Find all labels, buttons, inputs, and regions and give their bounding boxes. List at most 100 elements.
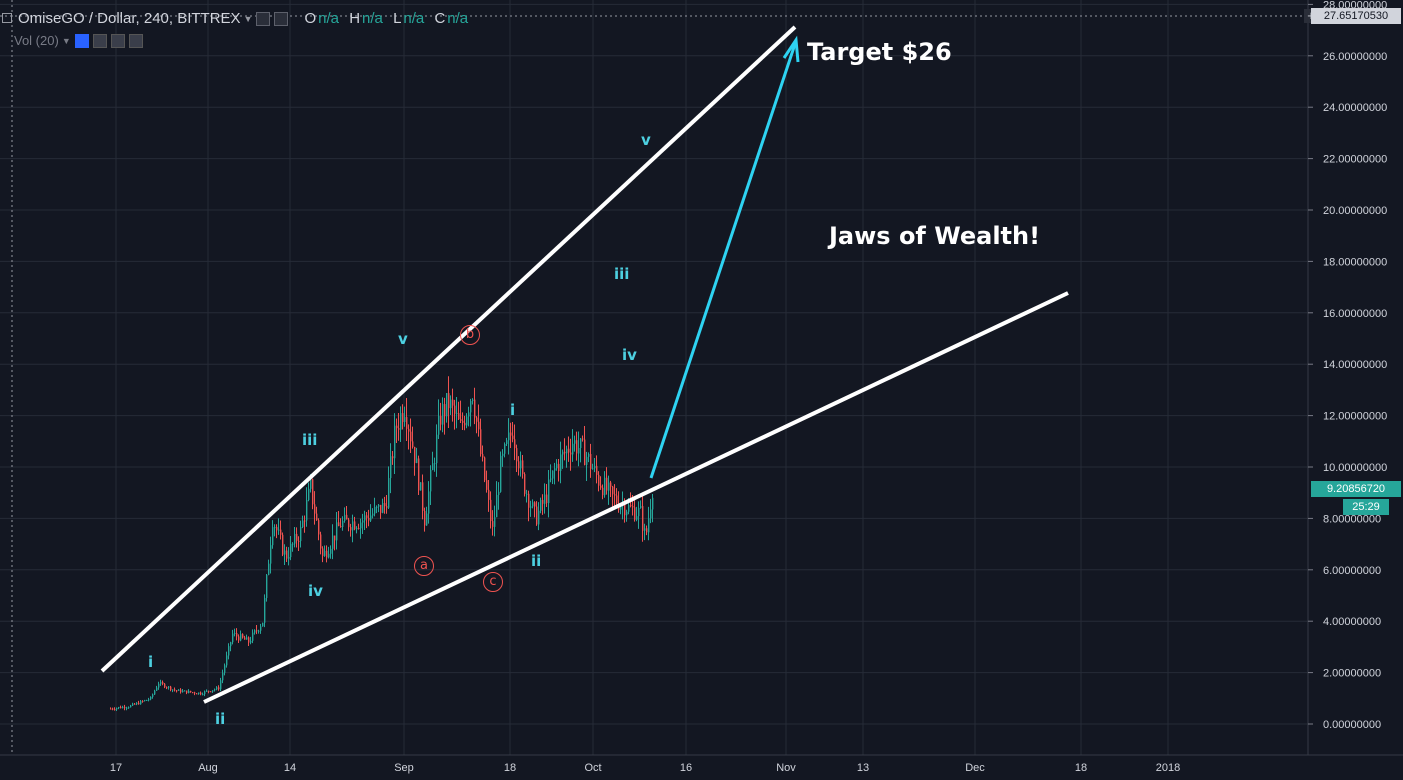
candle-body (238, 636, 240, 641)
candle-body (200, 692, 202, 695)
jaws-annotation[interactable]: Jaws of Wealth! (829, 222, 1041, 250)
close-icon[interactable] (128, 33, 143, 48)
corrective-label[interactable]: b (460, 325, 480, 345)
candle-body (126, 707, 128, 709)
candle-body (390, 456, 392, 479)
time-tick-label: 14 (284, 762, 296, 774)
wave-label[interactable]: iii (302, 431, 318, 449)
candle-body (298, 540, 300, 542)
hide-icon[interactable] (274, 11, 289, 26)
candle-body (450, 399, 452, 409)
time-tick-label: 16 (680, 762, 692, 774)
symbol-title[interactable]: OmiseGO / Dollar, 240, BITTREX (18, 10, 241, 27)
candle-body (286, 550, 288, 559)
candle-body (232, 633, 234, 643)
candle-body (546, 494, 548, 504)
candle-body (496, 494, 498, 518)
candle-body (274, 527, 276, 529)
candle-body (510, 432, 512, 436)
candle-body (208, 690, 210, 692)
candle-body (312, 479, 314, 505)
ohlc-key: L (393, 10, 402, 27)
candle-body (134, 703, 136, 705)
corrective-label[interactable]: c (483, 572, 503, 592)
candle-body (218, 687, 220, 690)
candle-body (396, 425, 398, 429)
candle-body (486, 480, 488, 490)
target-arrow-line (649, 43, 797, 479)
time-tick-label: Nov (776, 762, 796, 774)
time-tick-label: Dec (965, 762, 985, 774)
candle-body (190, 690, 192, 693)
settings-icon[interactable] (92, 33, 107, 48)
candle-body (270, 545, 272, 564)
candle-body (382, 503, 384, 513)
price-tick-label: 16.00000000 (1323, 308, 1387, 320)
candle-body (358, 527, 360, 529)
corrective-label[interactable]: a (414, 556, 434, 576)
candle-body (340, 526, 342, 528)
candle-body (480, 429, 482, 455)
candle-body (170, 686, 172, 690)
candle-body (440, 415, 442, 425)
current-price-label: 9.20856720 (1311, 481, 1401, 497)
wave-label[interactable]: iv (308, 582, 323, 600)
wave-label[interactable]: v (398, 330, 408, 348)
candle-body (276, 527, 278, 531)
candle-body (638, 507, 640, 517)
wave-label[interactable]: v (641, 131, 651, 149)
candle-body (346, 514, 348, 520)
window-icon[interactable] (2, 13, 12, 23)
candle-body (374, 506, 376, 514)
candle-body (614, 494, 616, 496)
wave-label[interactable]: iii (614, 265, 630, 283)
candle-body (354, 521, 356, 530)
candle-body (542, 499, 544, 504)
candle-body (282, 534, 284, 555)
candle-body (466, 416, 468, 426)
candle-body (384, 503, 386, 507)
candle-body (612, 486, 614, 495)
settings-icon[interactable] (256, 11, 271, 26)
wave-label[interactable]: ii (531, 552, 542, 570)
candle-body (504, 443, 506, 454)
candle-body (302, 520, 304, 528)
wave-label[interactable]: iv (622, 346, 637, 364)
candle-body (460, 419, 462, 421)
wave-label[interactable]: i (510, 401, 516, 419)
candle-body (362, 520, 364, 523)
candle-body (456, 413, 458, 415)
plus-icon[interactable] (110, 33, 125, 48)
wave-label[interactable]: ii (215, 710, 226, 728)
candle-body (240, 634, 242, 641)
candle-body (648, 518, 650, 533)
top-price-label: 27.65170530 (1311, 8, 1401, 24)
candle-body (216, 687, 218, 690)
candle-body (412, 441, 414, 447)
volume-label[interactable]: Vol (20) (14, 33, 59, 48)
candle-body (322, 548, 324, 556)
candle-body (522, 460, 524, 475)
chevron-down-icon[interactable]: ▼ (243, 13, 253, 24)
candle-body (420, 482, 422, 491)
candle-body (500, 455, 502, 492)
candle-body (644, 528, 646, 531)
wave-label[interactable]: i (148, 653, 154, 671)
candle-body (262, 622, 264, 627)
candle-body (586, 456, 588, 465)
candle-body (278, 529, 280, 531)
candle-body (264, 597, 266, 623)
eye-icon[interactable] (74, 33, 89, 48)
candle-body (530, 506, 532, 508)
candle-body (244, 637, 246, 640)
candle-body (474, 399, 476, 418)
candle-body (628, 505, 630, 512)
candle-body (178, 689, 180, 691)
target-annotation[interactable]: Target $26 (807, 38, 952, 66)
candle-body (404, 417, 406, 422)
candle-body (188, 690, 190, 694)
candle-body (110, 708, 112, 710)
candle-body (426, 513, 428, 526)
chevron-down-icon[interactable]: ▼ (61, 35, 71, 46)
